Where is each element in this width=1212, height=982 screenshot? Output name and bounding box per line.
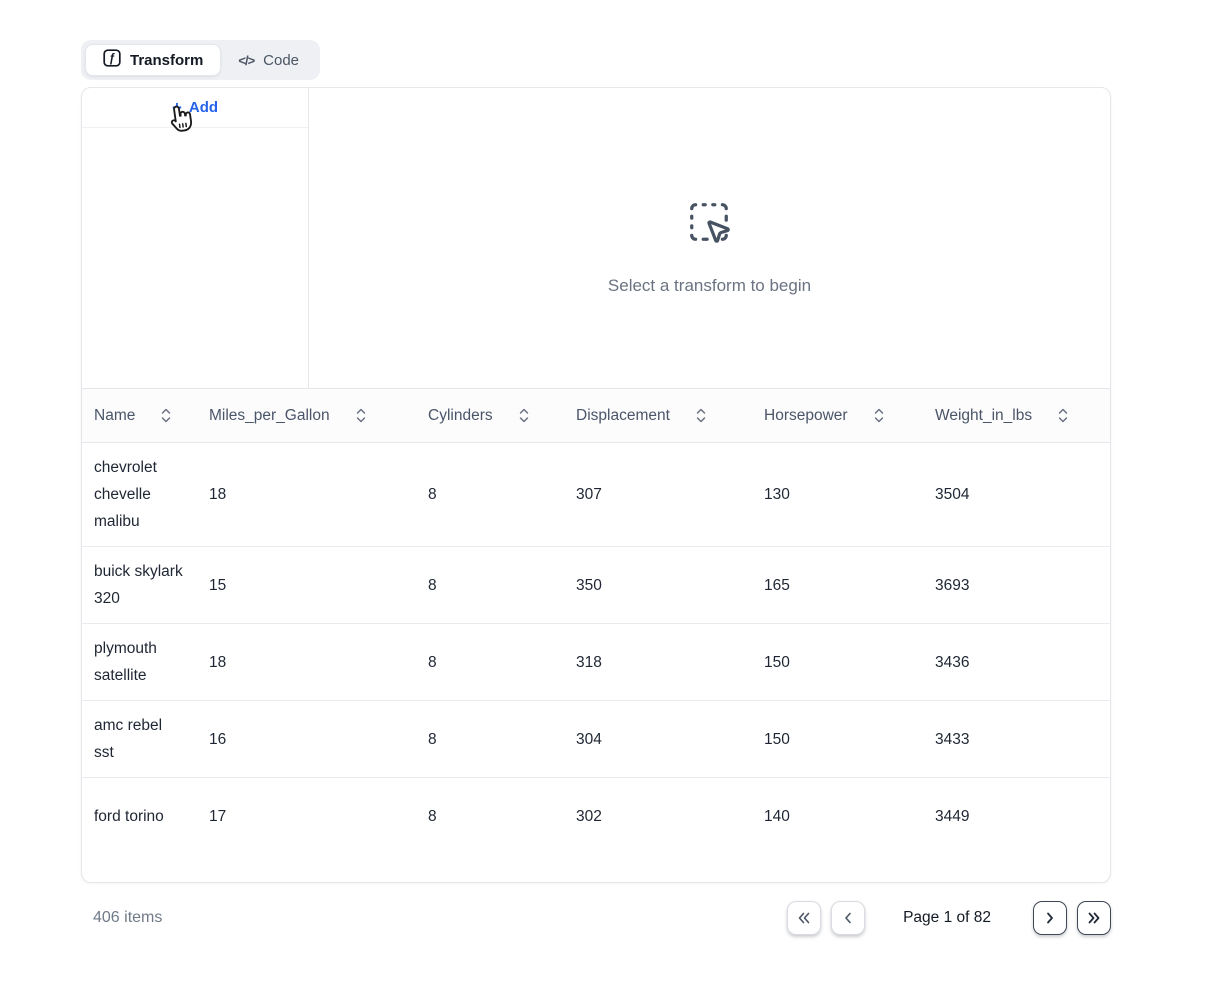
cell-name: amc rebel sst xyxy=(82,701,197,777)
last-page-button[interactable] xyxy=(1077,901,1111,935)
cell-displacement: 307 xyxy=(564,443,752,546)
sort-icon xyxy=(873,408,885,423)
cell-cylinders: 8 xyxy=(416,624,564,700)
table-row: chevrolet chevelle malibu 18 8 307 130 3… xyxy=(82,443,1110,547)
cell-horsepower: 130 xyxy=(752,443,923,546)
cell-displacement: 304 xyxy=(564,701,752,777)
svg-text:ƒ: ƒ xyxy=(109,53,116,65)
add-row: + Add xyxy=(82,88,308,128)
chevrons-left-icon xyxy=(796,910,812,926)
transform-list-panel: + Add xyxy=(82,88,309,388)
data-table: Name Miles_per_Gallon Cylinders Displace… xyxy=(82,389,1110,855)
table-row: plymouth satellite 18 8 318 150 3436 xyxy=(82,624,1110,701)
chevron-left-icon xyxy=(840,910,856,926)
cell-mpg: 17 xyxy=(197,778,416,855)
function-square-icon: ƒ xyxy=(103,49,121,71)
chevron-right-icon xyxy=(1042,910,1058,926)
next-page-button[interactable] xyxy=(1033,901,1067,935)
sort-icon xyxy=(518,408,530,423)
cell-horsepower: 150 xyxy=(752,701,923,777)
cell-displacement: 302 xyxy=(564,778,752,855)
plus-icon: + xyxy=(172,99,182,116)
page-status: Page 1 of 82 xyxy=(903,909,991,927)
table-row: ford torino 17 8 302 140 3449 xyxy=(82,778,1110,855)
previous-page-button[interactable] xyxy=(831,901,865,935)
cell-weight: 3504 xyxy=(923,443,1111,546)
cell-displacement: 318 xyxy=(564,624,752,700)
table-header-row: Name Miles_per_Gallon Cylinders Displace… xyxy=(82,389,1110,443)
cell-weight: 3436 xyxy=(923,624,1111,700)
sort-icon xyxy=(695,408,707,423)
cell-mpg: 18 xyxy=(197,624,416,700)
cell-cylinders: 8 xyxy=(416,547,564,623)
items-count: 406 items xyxy=(81,909,162,927)
app-page: ƒ Transform </> Code + Add xyxy=(81,40,1111,944)
cell-cylinders: 8 xyxy=(416,443,564,546)
code-icon: </> xyxy=(238,53,254,68)
add-button-label: Add xyxy=(189,99,218,116)
square-dashed-mouse-pointer-icon xyxy=(686,199,732,276)
cell-displacement: 350 xyxy=(564,547,752,623)
cell-cylinders: 8 xyxy=(416,701,564,777)
cell-name: chevrolet chevelle malibu xyxy=(82,443,197,546)
column-header-weight[interactable]: Weight_in_lbs xyxy=(923,389,1111,442)
cell-mpg: 15 xyxy=(197,547,416,623)
cell-mpg: 18 xyxy=(197,443,416,546)
cell-name: ford torino xyxy=(82,778,197,855)
cell-weight: 3433 xyxy=(923,701,1111,777)
tab-transform-label: Transform xyxy=(130,52,203,69)
column-header-cylinders[interactable]: Cylinders xyxy=(416,389,564,442)
pagination: Page 1 of 82 xyxy=(787,901,1111,935)
sort-icon xyxy=(160,408,172,423)
column-header-horsepower[interactable]: Horsepower xyxy=(752,389,923,442)
chevrons-right-icon xyxy=(1086,910,1102,926)
column-header-mpg[interactable]: Miles_per_Gallon xyxy=(197,389,416,442)
column-header-displacement[interactable]: Displacement xyxy=(564,389,752,442)
cell-horsepower: 140 xyxy=(752,778,923,855)
cell-weight: 3693 xyxy=(923,547,1111,623)
cell-weight: 3449 xyxy=(923,778,1111,855)
tab-transform[interactable]: ƒ Transform xyxy=(85,44,221,76)
transform-canvas: Select a transform to begin xyxy=(309,88,1110,388)
cell-horsepower: 165 xyxy=(752,547,923,623)
sort-icon xyxy=(1057,408,1069,423)
sort-icon xyxy=(355,408,367,423)
add-transform-button[interactable]: + Add xyxy=(172,99,218,116)
table-row: buick skylark 320 15 8 350 165 3693 xyxy=(82,547,1110,624)
transform-editor: + Add xyxy=(82,88,1110,389)
first-page-button[interactable] xyxy=(787,901,821,935)
column-header-name[interactable]: Name xyxy=(82,389,197,442)
cell-mpg: 16 xyxy=(197,701,416,777)
table-row: amc rebel sst 16 8 304 150 3433 xyxy=(82,701,1110,778)
transform-workspace: + Add xyxy=(81,87,1111,883)
tab-code[interactable]: </> Code xyxy=(221,44,316,76)
view-toggle: ƒ Transform </> Code xyxy=(81,40,320,80)
tab-code-label: Code xyxy=(263,52,299,69)
cell-horsepower: 150 xyxy=(752,624,923,700)
empty-state-message: Select a transform to begin xyxy=(608,276,811,296)
cell-name: plymouth satellite xyxy=(82,624,197,700)
cell-name: buick skylark 320 xyxy=(82,547,197,623)
table-footer: 406 items Page 1 of 82 xyxy=(81,892,1111,944)
cell-cylinders: 8 xyxy=(416,778,564,855)
empty-state: Select a transform to begin xyxy=(608,199,811,296)
